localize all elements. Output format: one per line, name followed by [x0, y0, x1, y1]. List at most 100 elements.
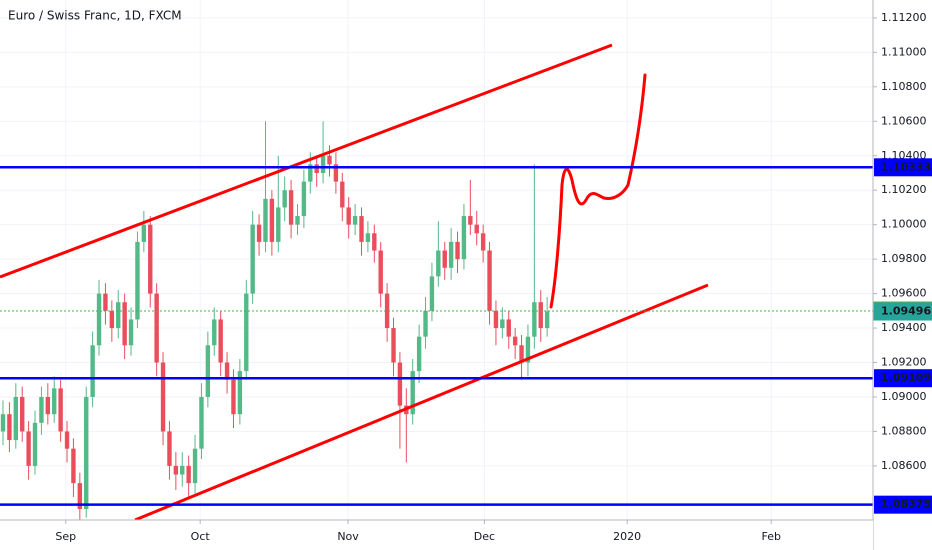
candle-body	[20, 396, 25, 432]
candle-body	[436, 250, 441, 277]
price-label-box	[874, 158, 932, 177]
candle-body	[231, 379, 236, 415]
projection-sketch	[549, 73, 647, 309]
x-tick-label: Nov	[337, 530, 359, 543]
candle-body	[282, 190, 287, 208]
candle-body	[32, 422, 38, 466]
y-tick-label: 1.09600	[881, 287, 927, 300]
candle-body	[167, 431, 172, 466]
candle-body	[192, 448, 198, 484]
price-label-box	[874, 495, 932, 514]
candle-body	[154, 293, 159, 363]
candle-body	[199, 396, 204, 449]
candle-body	[391, 328, 396, 363]
candle-body	[90, 345, 95, 397]
x-tick-label: Sep	[55, 530, 76, 543]
candle-body	[538, 302, 543, 329]
candle-body	[410, 371, 415, 415]
candle-body	[96, 293, 102, 346]
candle-body	[544, 311, 550, 329]
candle-body	[58, 388, 63, 432]
candles	[0, 121, 550, 525]
candle-body	[45, 396, 51, 415]
candle-body	[384, 293, 390, 329]
y-tick-label: 1.11000	[881, 45, 927, 58]
candle-body	[224, 362, 230, 380]
candle-body	[237, 371, 243, 415]
candle-body	[128, 319, 134, 346]
candle-body	[308, 164, 313, 182]
candle-body	[77, 483, 83, 509]
drawings	[0, 43, 709, 522]
y-tick-label: 1.09800	[881, 252, 927, 265]
candle-body	[173, 465, 179, 475]
candle-body	[103, 293, 108, 311]
candle-body	[372, 233, 377, 251]
x-tick-label: Dec	[474, 530, 495, 543]
y-tick-label: 1.09000	[881, 390, 927, 403]
candle-body	[461, 216, 467, 260]
price-axis	[873, 0, 932, 550]
candle-body	[26, 431, 31, 466]
axis-labels: 1.112001.110001.108001.106001.104001.102…	[55, 11, 932, 543]
candle-body	[244, 293, 249, 372]
candle-body	[327, 155, 332, 165]
candle-body	[314, 164, 319, 173]
candle-body	[276, 207, 281, 242]
candle-body	[13, 396, 19, 441]
candle-body	[218, 319, 223, 363]
candle-body	[180, 465, 185, 475]
trend-line	[134, 283, 709, 522]
y-tick-label: 1.08600	[881, 459, 927, 472]
candle-body	[506, 319, 511, 337]
time-axis	[0, 520, 873, 550]
candle-body	[397, 362, 403, 406]
candle-body	[0, 414, 6, 432]
price-label: 1.08375	[881, 498, 931, 511]
candle-body	[295, 216, 300, 225]
candle-body	[468, 216, 473, 225]
x-tick-label: Oct	[191, 530, 211, 543]
candle-body	[109, 310, 115, 329]
price-label: 1.10333	[881, 160, 931, 173]
candle-body	[288, 190, 294, 225]
candle-body	[346, 207, 351, 225]
candle-body	[340, 181, 345, 208]
price-label: 1.09109	[881, 371, 931, 384]
chart-title: Euro / Swiss Franc, 1D, FXCM	[8, 9, 182, 23]
candle-body	[487, 250, 492, 311]
candle-body	[52, 388, 57, 415]
candle-body	[519, 345, 524, 363]
price-label-box	[874, 369, 932, 388]
y-tick-label: 1.09200	[881, 356, 927, 369]
candle-body	[378, 250, 383, 294]
candle-body	[365, 233, 371, 242]
candle-body	[493, 310, 499, 329]
x-tick-label: 2020	[613, 530, 641, 543]
y-tick-label: 1.09400	[881, 321, 927, 334]
y-tick-label: 1.10000	[881, 218, 927, 231]
candle-body	[250, 224, 255, 294]
candle-body	[442, 250, 447, 268]
candle-body	[416, 336, 422, 372]
price-label: 1.09496	[881, 305, 931, 318]
price-lines	[0, 166, 873, 506]
candle-body	[148, 224, 153, 294]
candle-body	[84, 396, 89, 509]
y-tick-label: 1.10600	[881, 114, 927, 127]
candle-body	[256, 224, 262, 242]
candle-body	[448, 241, 454, 268]
candle-body	[320, 155, 326, 173]
candle-body	[39, 396, 44, 423]
candle-body	[116, 302, 121, 329]
candle-body	[429, 276, 435, 311]
candle-body	[512, 336, 518, 346]
y-tick-label: 1.10800	[881, 80, 927, 93]
x-tick-label: Feb	[761, 530, 780, 543]
candle-body	[212, 319, 217, 346]
trend-line	[0, 43, 613, 279]
candle-body	[480, 233, 486, 251]
candle-body	[333, 164, 339, 182]
grid	[0, 0, 873, 520]
